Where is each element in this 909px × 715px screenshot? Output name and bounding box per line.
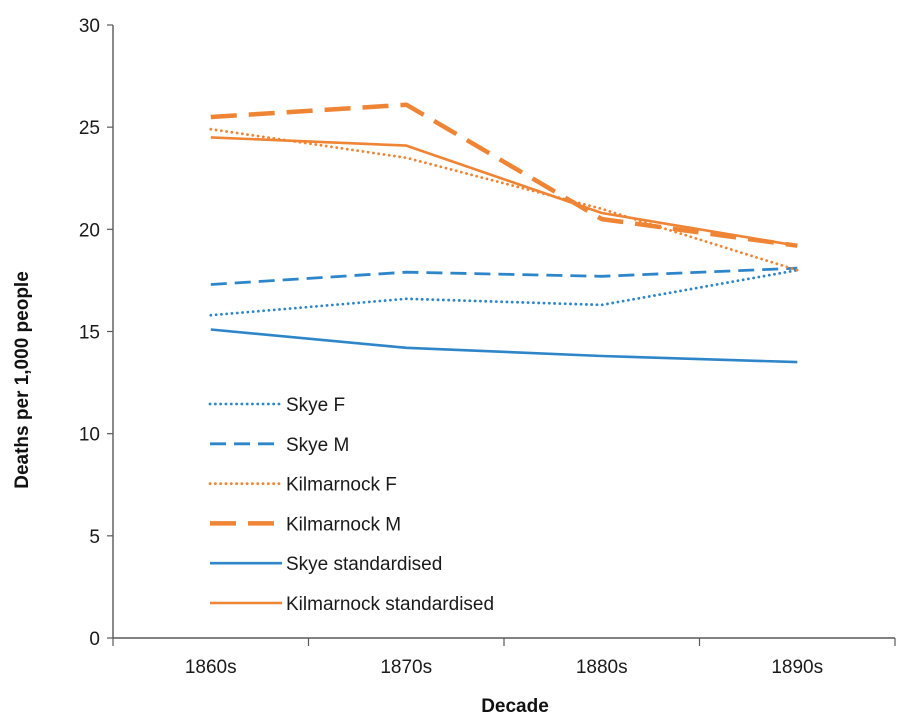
series-line-skye-m — [210, 266, 798, 286]
y-axis: 0 5 10 15 20 25 30 — [79, 16, 114, 650]
x-axis-title: Decade — [481, 696, 549, 715]
y-axis-title: Deaths per 1,000 people — [12, 271, 33, 489]
x-tick-label: 1880s — [576, 657, 628, 678]
legend-label-kilmarnock-f: Kilmarnock F — [286, 475, 397, 496]
x-tick-label: 1870s — [380, 657, 432, 678]
series-line-kilmarnock-standardised — [210, 136, 798, 247]
series-lines — [209, 102, 799, 364]
legend-label-skye-standardised: Skye standardised — [286, 554, 442, 575]
series-line-skye-f — [209, 268, 799, 317]
legend-label-skye-f: Skye F — [286, 395, 345, 416]
y-tick-label: 15 — [79, 323, 100, 344]
y-tick-label: 25 — [79, 118, 100, 139]
y-tick-label: 30 — [79, 16, 100, 37]
x-tick-label: 1890s — [771, 657, 823, 678]
y-tick-label: 5 — [89, 527, 100, 548]
y-tick-label: 20 — [79, 220, 100, 241]
series-line-kilmarnock-m — [210, 102, 798, 248]
x-tick-label: 1860s — [185, 657, 237, 678]
x-axis: 1860s 1870s 1880s 1890s — [112, 637, 896, 678]
y-tick-label: 0 — [89, 629, 100, 650]
series-line-skye-standardised — [210, 328, 798, 364]
y-tick-label: 10 — [79, 425, 100, 446]
legend-label-kilmarnock-m: Kilmarnock M — [286, 514, 401, 535]
legend: Skye F Skye M Kilmarnock F Kilmarnock M Skye… — [208, 395, 494, 615]
series-line-kilmarnock-f — [209, 127, 799, 272]
legend-label-skye-m: Skye M — [286, 435, 349, 456]
legend-label-kilmarnock-standardised: Kilmarnock standardised — [286, 594, 494, 615]
